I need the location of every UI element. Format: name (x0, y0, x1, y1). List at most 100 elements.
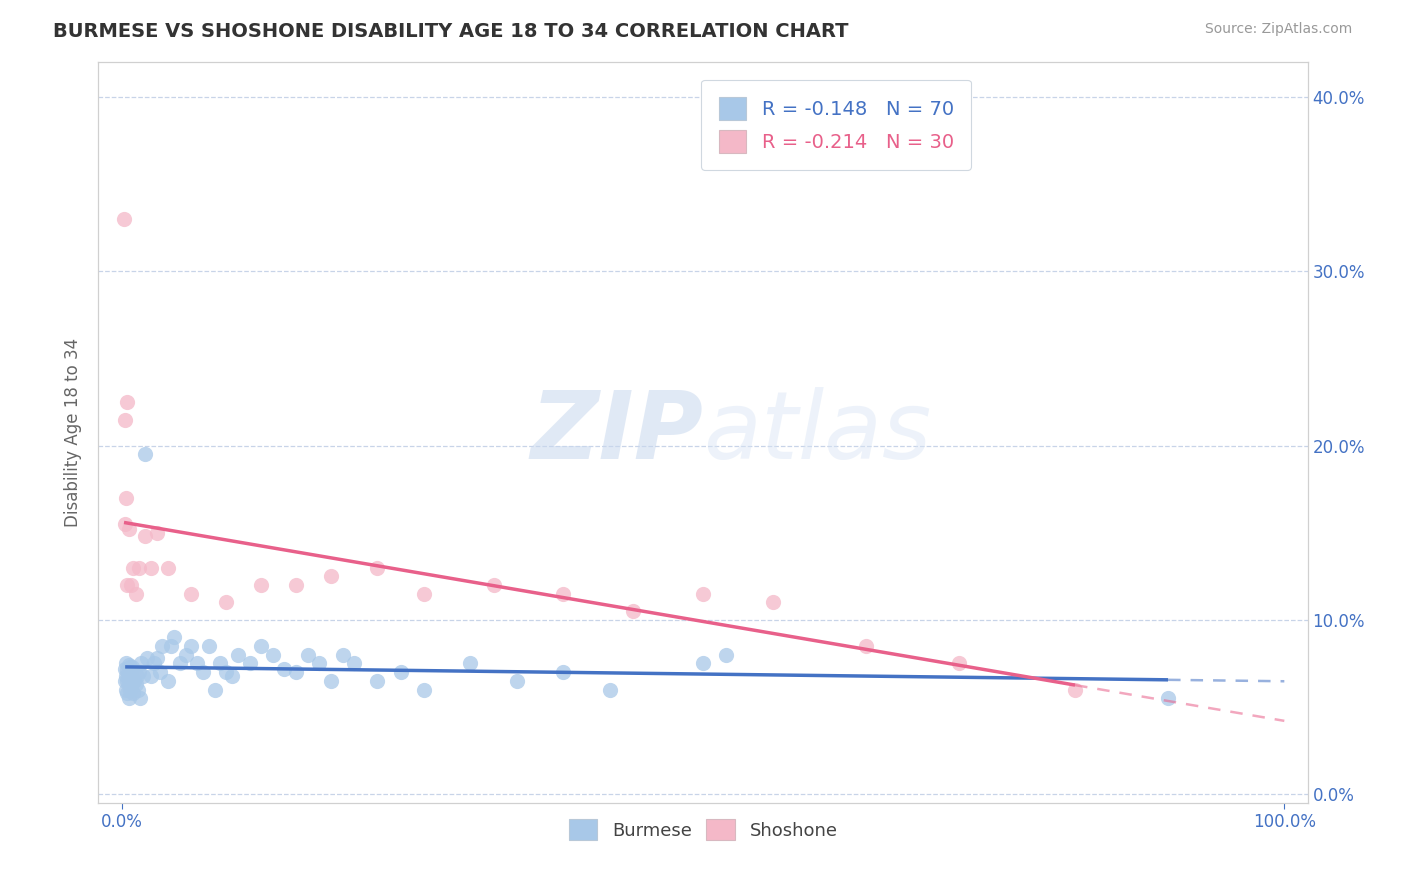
Point (157, 673, 180, 688)
Point (118, 658, 141, 673)
Point (124, 587, 146, 601)
Point (159, 639, 181, 653)
Point (120, 665, 142, 680)
Point (716, 648, 738, 662)
Point (250, 578, 273, 592)
Point (621, 604, 644, 618)
Point (115, 491, 138, 505)
Point (131, 657, 153, 671)
Point (366, 673, 388, 688)
Point (180, 587, 202, 601)
Y-axis label: Disability Age 18 to 34: Disability Age 18 to 34 (65, 338, 83, 527)
Point (553, 587, 575, 601)
Point (118, 660, 141, 674)
Text: Source: ZipAtlas.com: Source: ZipAtlas.com (1205, 22, 1353, 37)
Point (226, 648, 249, 662)
Point (117, 664, 139, 678)
Point (273, 662, 295, 676)
Point (122, 560, 145, 574)
Point (122, 686, 145, 700)
Point (319, 569, 342, 583)
Point (134, 447, 156, 461)
Legend: Burmese, Shoshone: Burmese, Shoshone (560, 811, 846, 849)
Point (124, 677, 146, 691)
Point (115, 668, 138, 682)
Point (343, 657, 366, 671)
Point (215, 595, 238, 609)
Point (118, 668, 141, 682)
Point (114, 662, 136, 676)
Point (139, 668, 162, 682)
Point (297, 648, 319, 662)
Point (120, 578, 142, 592)
Point (118, 691, 141, 706)
Point (389, 665, 412, 680)
Point (139, 560, 162, 574)
Point (143, 657, 166, 671)
Point (145, 651, 167, 665)
Point (128, 560, 150, 574)
Point (482, 578, 505, 592)
Point (121, 675, 143, 690)
Point (332, 648, 354, 662)
Point (366, 560, 388, 574)
Point (180, 639, 202, 653)
Point (115, 682, 138, 697)
Point (215, 665, 238, 680)
Point (221, 668, 243, 682)
Point (129, 691, 152, 706)
Point (250, 639, 273, 653)
Point (553, 665, 575, 680)
Point (150, 639, 173, 653)
Point (120, 679, 142, 693)
Point (122, 672, 145, 686)
Point (948, 657, 970, 671)
Point (209, 657, 232, 671)
Point (204, 682, 226, 697)
Point (413, 587, 436, 601)
Point (125, 668, 148, 682)
Point (118, 682, 141, 697)
Point (413, 682, 436, 697)
Point (118, 522, 141, 536)
Point (149, 665, 172, 680)
Point (117, 686, 139, 700)
Point (117, 395, 139, 409)
Point (169, 657, 191, 671)
Point (112, 212, 135, 227)
Point (198, 639, 221, 653)
Point (114, 517, 136, 532)
Point (1157, 691, 1180, 706)
Point (114, 412, 136, 426)
Point (692, 657, 714, 671)
Point (285, 578, 308, 592)
Point (118, 670, 141, 684)
Text: atlas: atlas (703, 387, 931, 478)
Point (117, 578, 139, 592)
Point (174, 648, 197, 662)
Text: ZIP: ZIP (530, 386, 703, 479)
Point (1064, 682, 1087, 697)
Point (308, 657, 330, 671)
Point (131, 668, 153, 682)
Point (127, 682, 149, 697)
Point (191, 665, 214, 680)
Point (118, 677, 141, 691)
Point (186, 657, 208, 671)
Point (599, 682, 621, 697)
Point (124, 673, 146, 688)
Point (262, 648, 284, 662)
Point (239, 657, 262, 671)
Point (285, 665, 308, 680)
Point (128, 665, 150, 680)
Point (506, 673, 529, 688)
Point (460, 657, 482, 671)
Point (157, 560, 180, 574)
Point (145, 525, 167, 540)
Point (319, 673, 342, 688)
Point (114, 673, 136, 688)
Point (136, 651, 159, 665)
Text: BURMESE VS SHOSHONE DISABILITY AGE 18 TO 34 CORRELATION CHART: BURMESE VS SHOSHONE DISABILITY AGE 18 TO… (53, 22, 849, 41)
Point (163, 630, 186, 644)
Point (121, 660, 143, 674)
